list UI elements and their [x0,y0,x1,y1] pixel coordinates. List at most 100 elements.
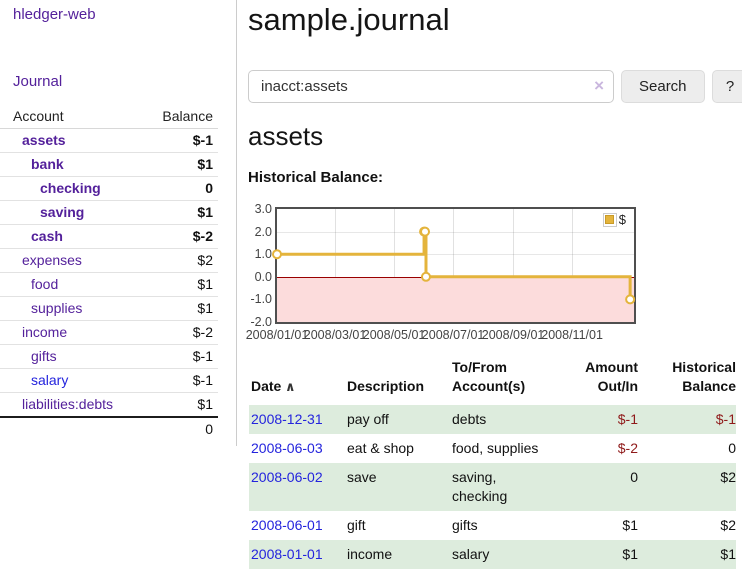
register-col-to-from-account-s-: To/From Account(s) [452,359,526,394]
clear-search-icon[interactable]: × [594,76,604,95]
transaction-date-link[interactable]: 2008-01-01 [251,546,323,562]
chart-data-point [625,294,636,305]
sidebar-account-link[interactable]: assets [22,132,66,148]
sidebar-account-row: food $1 [0,272,218,297]
chart-gridline-h [277,231,634,233]
sidebar-account-link[interactable]: gifts [31,348,57,364]
search-input[interactable] [248,70,614,103]
app-title-link[interactable]: hledger-web [13,6,96,23]
sidebar-account-row: salary $-1 [0,368,218,393]
sidebar-account-cell: gifts [0,344,147,369]
nav-journal-link[interactable]: Journal [13,73,63,90]
register-col-date[interactable]: Date ∧ [251,378,296,394]
sidebar-total-balance: 0 [146,416,218,441]
sidebar-account-cell: bank [0,152,147,177]
sidebar-account-link[interactable]: checking [40,180,101,196]
sidebar-account-balance: $1 [146,152,218,177]
chart-gridline-v [513,209,515,322]
balance-chart: $ 3.0 2.0 1.0 0.0 -1.0 -2.0 2008/01/01 2008/03/… [245,202,742,347]
register-col-historical-balance: Historical Balance [672,359,736,394]
sidebar-account-link[interactable]: expenses [22,252,82,268]
chart-y-tick-label: -2.0 [250,315,272,329]
sidebar-account-cell: checking [0,176,147,201]
chart-y-tick-label: -1.0 [250,292,272,307]
register-table-body: 2008-12-31 pay off debts $-1 $-1 2008-06-03 ea… [249,405,736,569]
register-accounts-cell: gifts [452,517,478,533]
register-date-cell: 2008-06-03 [249,434,345,463]
register-description-cell: income [345,540,450,569]
sidebar-account-link[interactable]: liabilities:debts [22,396,114,412]
search-button[interactable]: Search [621,70,705,103]
register-col-amount-out-in: Amount Out/In [585,359,638,394]
sidebar-account-link[interactable]: salary [31,372,69,388]
register-col-description: Description [347,378,425,394]
sidebar-account-balance: $-1 [192,132,213,148]
legend-swatch-icon [605,215,615,224]
chart-data-point [272,249,282,260]
register-balance-cell: $2 [638,463,736,511]
transaction-date-link[interactable]: 2008-12-31 [251,411,323,427]
chart-x-tick-label: 2008/01/01 [245,328,309,342]
chart-x-tick-label: 2008/09/01 [481,328,545,342]
transaction-date-link[interactable]: 2008-06-03 [251,440,323,456]
sidebar-account-cell: supplies [0,296,147,321]
sidebar-account-balance: $-1 [146,344,218,369]
sidebar-account-row: bank $1 [0,152,218,177]
chart-title: Historical Balance: [248,169,384,186]
chart-y-tick-label: 3.0 [254,202,272,216]
register-accounts-cell: salary [450,540,558,569]
sidebar-accounts-table: Account Balance assets $-1 bank $1 checking 0… [0,104,218,441]
register-amount-cell: $1 [558,540,638,569]
sidebar-account-row: income $-2 [0,320,218,345]
chart-x-tick-label: 2008/05/01 [362,328,426,342]
register-amount-cell: $-1 [558,405,638,434]
sidebar-account-link[interactable]: cash [31,228,63,244]
page-title: sample.journal [248,2,450,37]
sidebar-account-link[interactable]: saving [40,204,85,220]
sidebar-account-cell: salary [0,368,147,393]
register-date-cell: 2008-06-01 [249,511,345,540]
register-balance-cell: 0 [728,440,736,456]
sidebar-account-row: liabilities:debts $1 [0,392,218,417]
sidebar-account-row: assets $-1 [0,129,218,153]
sidebar-account-cell: income [0,320,147,345]
register-description-cell: pay off [345,405,450,434]
sidebar-account-link[interactable]: bank [31,156,64,172]
help-button[interactable]: ? [711,70,742,103]
register-row: 2008-06-02 save saving, checking 0 $2 [249,463,736,511]
sidebar-account-link[interactable]: food [31,276,59,292]
chart-x-tick-label: 2008/07/01 [421,328,485,342]
legend-swatch-box [602,212,617,227]
register-description-cell: eat & shop [347,440,414,456]
transaction-date-link[interactable]: 2008-06-02 [251,469,323,485]
chart-gridline-v [394,209,396,322]
chart-y-tick-label: 2.0 [254,224,272,239]
register-date-cell: 2008-06-02 [249,463,345,511]
sidebar-account-link[interactable]: income [22,324,68,340]
chart-gridline-h [277,254,634,256]
sidebar-account-cell: food [0,272,147,297]
sidebar-table-body: assets $-1 bank $1 checking 0 saving $1 cash $-2 e… [0,129,218,417]
sidebar-account-balance: $-2 [146,320,218,345]
chart-gridline-v [335,209,337,322]
sidebar-account-cell: assets [0,129,146,153]
register-balance-cell: $1 [638,540,736,569]
sidebar-account-row: saving $1 [0,200,218,225]
main-content: sample.journal × Search ? assets Histori… [245,0,742,582]
register-row: 2008-12-31 pay off debts $-1 $-1 [249,405,736,434]
chart-data-point [420,271,431,282]
chart-negative-region [277,276,634,322]
chart-gridline-v [572,209,574,322]
sidebar-account-link[interactable]: supplies [31,300,83,316]
sidebar-account-balance: $-1 [146,368,218,393]
register-header-row: Date ∧ Description To/From Account(s) Amoun… [249,354,736,405]
search-bar: × Search ? [248,70,742,103]
sidebar-account-balance: 0 [146,176,218,201]
register-description-cell: save [345,463,450,511]
chart-x-tick-label: 2008/03/01 [303,328,367,342]
transaction-date-link[interactable]: 2008-06-01 [251,517,323,533]
chart-x-tick-label: 2008/11/01 [541,328,603,342]
chart-data-point [420,226,431,237]
sidebar-account-cell: expenses [0,248,147,273]
sidebar-col-balance: Balance [146,104,218,129]
